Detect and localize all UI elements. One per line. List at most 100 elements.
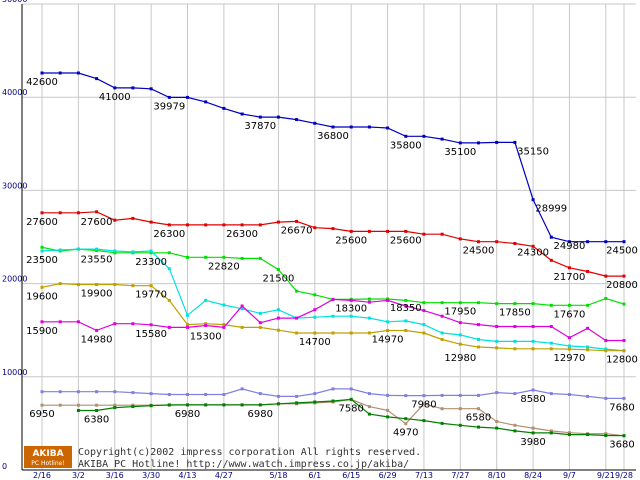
- data-point: [477, 345, 480, 349]
- data-point: [458, 237, 462, 241]
- data-point: [513, 302, 517, 306]
- data-point: [386, 329, 390, 332]
- data-label: 21500: [263, 274, 295, 285]
- x-tick-label: 8/10: [488, 471, 506, 480]
- data-point: [531, 431, 535, 435]
- data-point: [367, 405, 371, 409]
- data-point: [549, 429, 553, 433]
- data-point: [586, 270, 590, 273]
- data-point: [477, 407, 480, 411]
- data-point: [167, 223, 171, 227]
- data-point: [113, 390, 117, 394]
- x-tick-label: 4/13: [179, 471, 197, 480]
- data-point: [95, 210, 99, 214]
- data-point: [258, 311, 262, 315]
- data-label: 35800: [390, 140, 422, 151]
- data-point: [95, 283, 99, 286]
- data-point: [440, 301, 444, 305]
- data-label: 39979: [153, 101, 185, 112]
- data-point: [422, 323, 426, 327]
- data-point: [58, 390, 62, 394]
- data-label: 36800: [317, 131, 349, 142]
- data-point: [367, 300, 371, 304]
- data-point: [386, 229, 390, 233]
- data-point: [186, 95, 189, 99]
- data-point: [222, 393, 226, 396]
- data-point: [149, 249, 153, 253]
- data-point: [477, 323, 480, 327]
- data-point: [258, 223, 262, 227]
- data-point: [422, 394, 426, 398]
- data-label: 26300: [226, 229, 258, 240]
- data-point: [258, 325, 262, 329]
- data-point: [222, 325, 226, 329]
- data-point: [295, 316, 299, 320]
- data-label: 15900: [26, 326, 58, 337]
- data-point: [604, 432, 608, 436]
- data-point: [477, 425, 480, 429]
- data-label: 24500: [606, 246, 638, 257]
- data-point: [440, 314, 444, 318]
- data-point: [295, 331, 299, 335]
- data-point: [422, 134, 426, 138]
- data-point: [258, 115, 262, 119]
- data-point: [586, 433, 590, 437]
- data-point: [295, 289, 299, 293]
- x-tick-labels: 2/16 3/2 3/16 3/30 4/13 4/27 5/18 6/1 6/15 6/29 7/…: [33, 471, 633, 480]
- data-label: 19900: [81, 289, 113, 300]
- y-tick-label: 0: [2, 462, 7, 471]
- data-label: 14700: [299, 337, 331, 348]
- data-point: [531, 339, 535, 343]
- data-point: [586, 348, 590, 352]
- data-label: 42600: [26, 77, 58, 88]
- data-point: [622, 339, 626, 342]
- data-point: [349, 229, 353, 233]
- data-point: [186, 223, 189, 227]
- data-point: [331, 125, 335, 129]
- data-label: 19600: [26, 291, 58, 302]
- data-point: [422, 232, 426, 236]
- data-point: [367, 297, 371, 301]
- data-point: [604, 349, 608, 353]
- data-label: 23300: [135, 257, 167, 268]
- data-point: [531, 302, 535, 306]
- data-point: [313, 400, 317, 404]
- data-point: [349, 331, 353, 335]
- data-point: [40, 211, 44, 215]
- data-point: [113, 86, 117, 90]
- footer: AKIBA PC Hotline! Copyright(c)2002 impre…: [24, 446, 421, 470]
- data-point: [131, 391, 135, 395]
- data-point: [404, 394, 408, 398]
- data-point: [622, 274, 626, 278]
- data-point: [113, 249, 117, 253]
- data-point: [567, 433, 571, 437]
- x-tick-label: 2/16: [33, 471, 51, 480]
- data-point: [76, 403, 80, 407]
- data-point: [58, 320, 62, 324]
- data-point: [186, 325, 189, 329]
- x-tick-label: 9/21: [597, 471, 615, 480]
- data-point: [240, 325, 244, 329]
- x-tick-label: 7/13: [415, 471, 433, 480]
- data-point: [622, 349, 626, 353]
- data-point: [95, 247, 99, 251]
- data-point: [240, 256, 244, 260]
- data-label: 6580: [466, 413, 491, 424]
- data-point: [276, 220, 280, 224]
- data-point: [186, 323, 189, 327]
- logo-box: [24, 446, 72, 468]
- data-point: [149, 323, 153, 327]
- data-point: [276, 316, 280, 320]
- data-point: [622, 396, 626, 400]
- data-point: [313, 315, 317, 319]
- data-point: [276, 402, 280, 406]
- axes: [21, 4, 636, 471]
- data-point: [458, 301, 462, 305]
- data-point: [131, 250, 135, 254]
- logo-bottom-text: PC Hotline!: [31, 460, 64, 467]
- data-point: [349, 397, 353, 401]
- data-label: 3980: [520, 437, 545, 448]
- data-point: [276, 394, 280, 398]
- data-point: [113, 406, 117, 410]
